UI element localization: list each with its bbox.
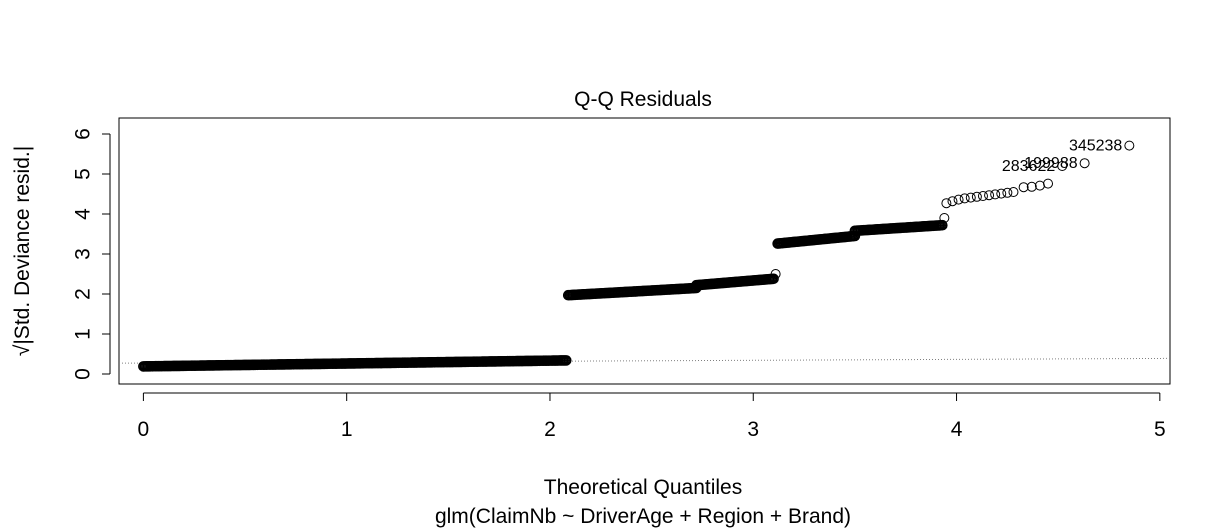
data-point [959, 193, 970, 204]
x-tick-label: 4 [951, 418, 963, 441]
point-label: 199988 [1024, 155, 1077, 172]
data-point [768, 273, 779, 285]
y-tick-label: 6 [71, 128, 94, 140]
data-point [996, 188, 1007, 199]
x-tick-label: 3 [747, 418, 759, 441]
data-point [770, 269, 781, 279]
data-point [560, 355, 572, 366]
reference-line [118, 357, 1171, 364]
data-point [1043, 178, 1054, 189]
y-tick-label: 1 [71, 328, 94, 340]
y-tick-label: 5 [71, 168, 94, 180]
y-tick-label: 0 [71, 368, 94, 380]
x-axis: 0 1 2 3 4 5 [138, 392, 1166, 441]
data-point [990, 189, 1001, 200]
data-point [1124, 140, 1135, 151]
point-label: 283622 [1002, 158, 1055, 175]
y-axis-label: √|Std. Deviance resid.| [11, 146, 34, 356]
point-label: 345238 [1069, 138, 1122, 155]
data-points [138, 140, 1135, 372]
data-point [971, 191, 982, 202]
x-tick-label: 0 [138, 418, 150, 441]
chart-subtitle: glm(ClaimNb ~ DriverAge + Region + Brand… [435, 505, 851, 528]
data-point [1018, 182, 1029, 193]
data-point [977, 191, 988, 201]
x-tick-label: 5 [1154, 418, 1166, 441]
x-axis-label: Theoretical Quantiles [544, 476, 742, 499]
x-tick-label: 2 [544, 418, 556, 441]
data-point [941, 198, 952, 209]
y-tick-label: 2 [71, 288, 94, 300]
chart-title: Q-Q Residuals [574, 88, 712, 111]
y-axis: 0 1 2 3 4 5 6 [71, 128, 111, 380]
data-point [1034, 180, 1045, 191]
data-point [1026, 181, 1037, 192]
y-tick-label: 3 [71, 248, 94, 260]
data-point [947, 196, 958, 207]
data-point [1079, 158, 1090, 169]
data-point [1008, 187, 1019, 197]
x-tick-label: 1 [341, 418, 353, 441]
data-point [953, 194, 964, 205]
data-point [939, 213, 950, 223]
plot-frame [118, 117, 1171, 385]
data-point [1002, 187, 1013, 198]
data-point [965, 192, 976, 203]
data-point [937, 219, 948, 231]
y-tick-label: 4 [71, 208, 94, 220]
data-point [1057, 161, 1068, 171]
data-point [984, 190, 995, 201]
